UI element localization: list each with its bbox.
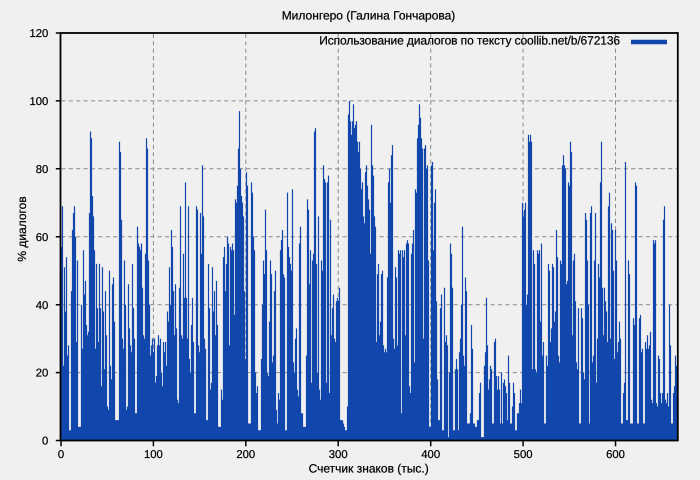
svg-text:60: 60 [36, 232, 49, 244]
svg-text:100: 100 [29, 96, 48, 108]
svg-text:400: 400 [421, 449, 440, 461]
svg-text:120: 120 [29, 28, 48, 40]
svg-text:0: 0 [42, 436, 48, 448]
svg-text:Использование диалогов по текс: Использование диалогов по тексту coollib… [319, 33, 620, 47]
svg-text:100: 100 [144, 449, 163, 461]
svg-text:Счетчик знаков (тыс.): Счетчик знаков (тыс.) [309, 462, 429, 476]
svg-text:600: 600 [606, 449, 625, 461]
svg-text:Милонгеро (Галина Гончарова): Милонгеро (Галина Гончарова) [282, 9, 456, 23]
svg-text:80: 80 [36, 164, 49, 176]
svg-text:20: 20 [36, 368, 49, 380]
svg-text:300: 300 [329, 449, 348, 461]
svg-text:200: 200 [236, 449, 255, 461]
svg-text:0: 0 [58, 449, 64, 461]
svg-text:500: 500 [514, 449, 533, 461]
svg-text:40: 40 [36, 300, 49, 312]
svg-text:% диалогов: % диалогов [15, 196, 29, 261]
